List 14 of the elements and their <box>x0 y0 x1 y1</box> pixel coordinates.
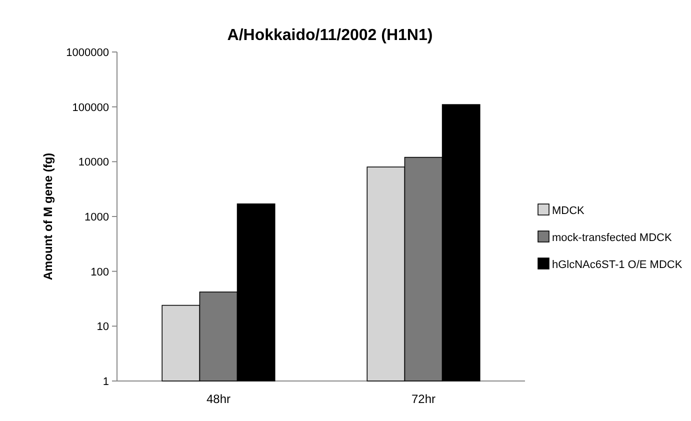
y-tick-label: 10 <box>96 321 109 334</box>
chart-title: A/Hokkaido/11/2002 (H1N1) <box>227 27 433 44</box>
legend-label: MDCK <box>552 205 586 217</box>
y-tick-label: 100 <box>90 266 109 278</box>
y-tick-label: 1000 <box>84 212 109 224</box>
y-axis-title: Amount of M gene (fg) <box>41 152 55 280</box>
y-tick-label: 100000 <box>72 102 109 114</box>
legend-label: mock-transfected MDCK <box>552 232 672 244</box>
y-tick-label: 1 <box>102 376 109 388</box>
y-tick-label: 1000000 <box>66 47 109 59</box>
x-tick-label: 72hr <box>411 392 436 406</box>
legend-label: hGlcNAc6ST-1 O/E MDCK <box>552 259 683 271</box>
y-tick-label: 10000 <box>78 156 109 169</box>
x-tick-label: 48hr <box>206 392 231 406</box>
